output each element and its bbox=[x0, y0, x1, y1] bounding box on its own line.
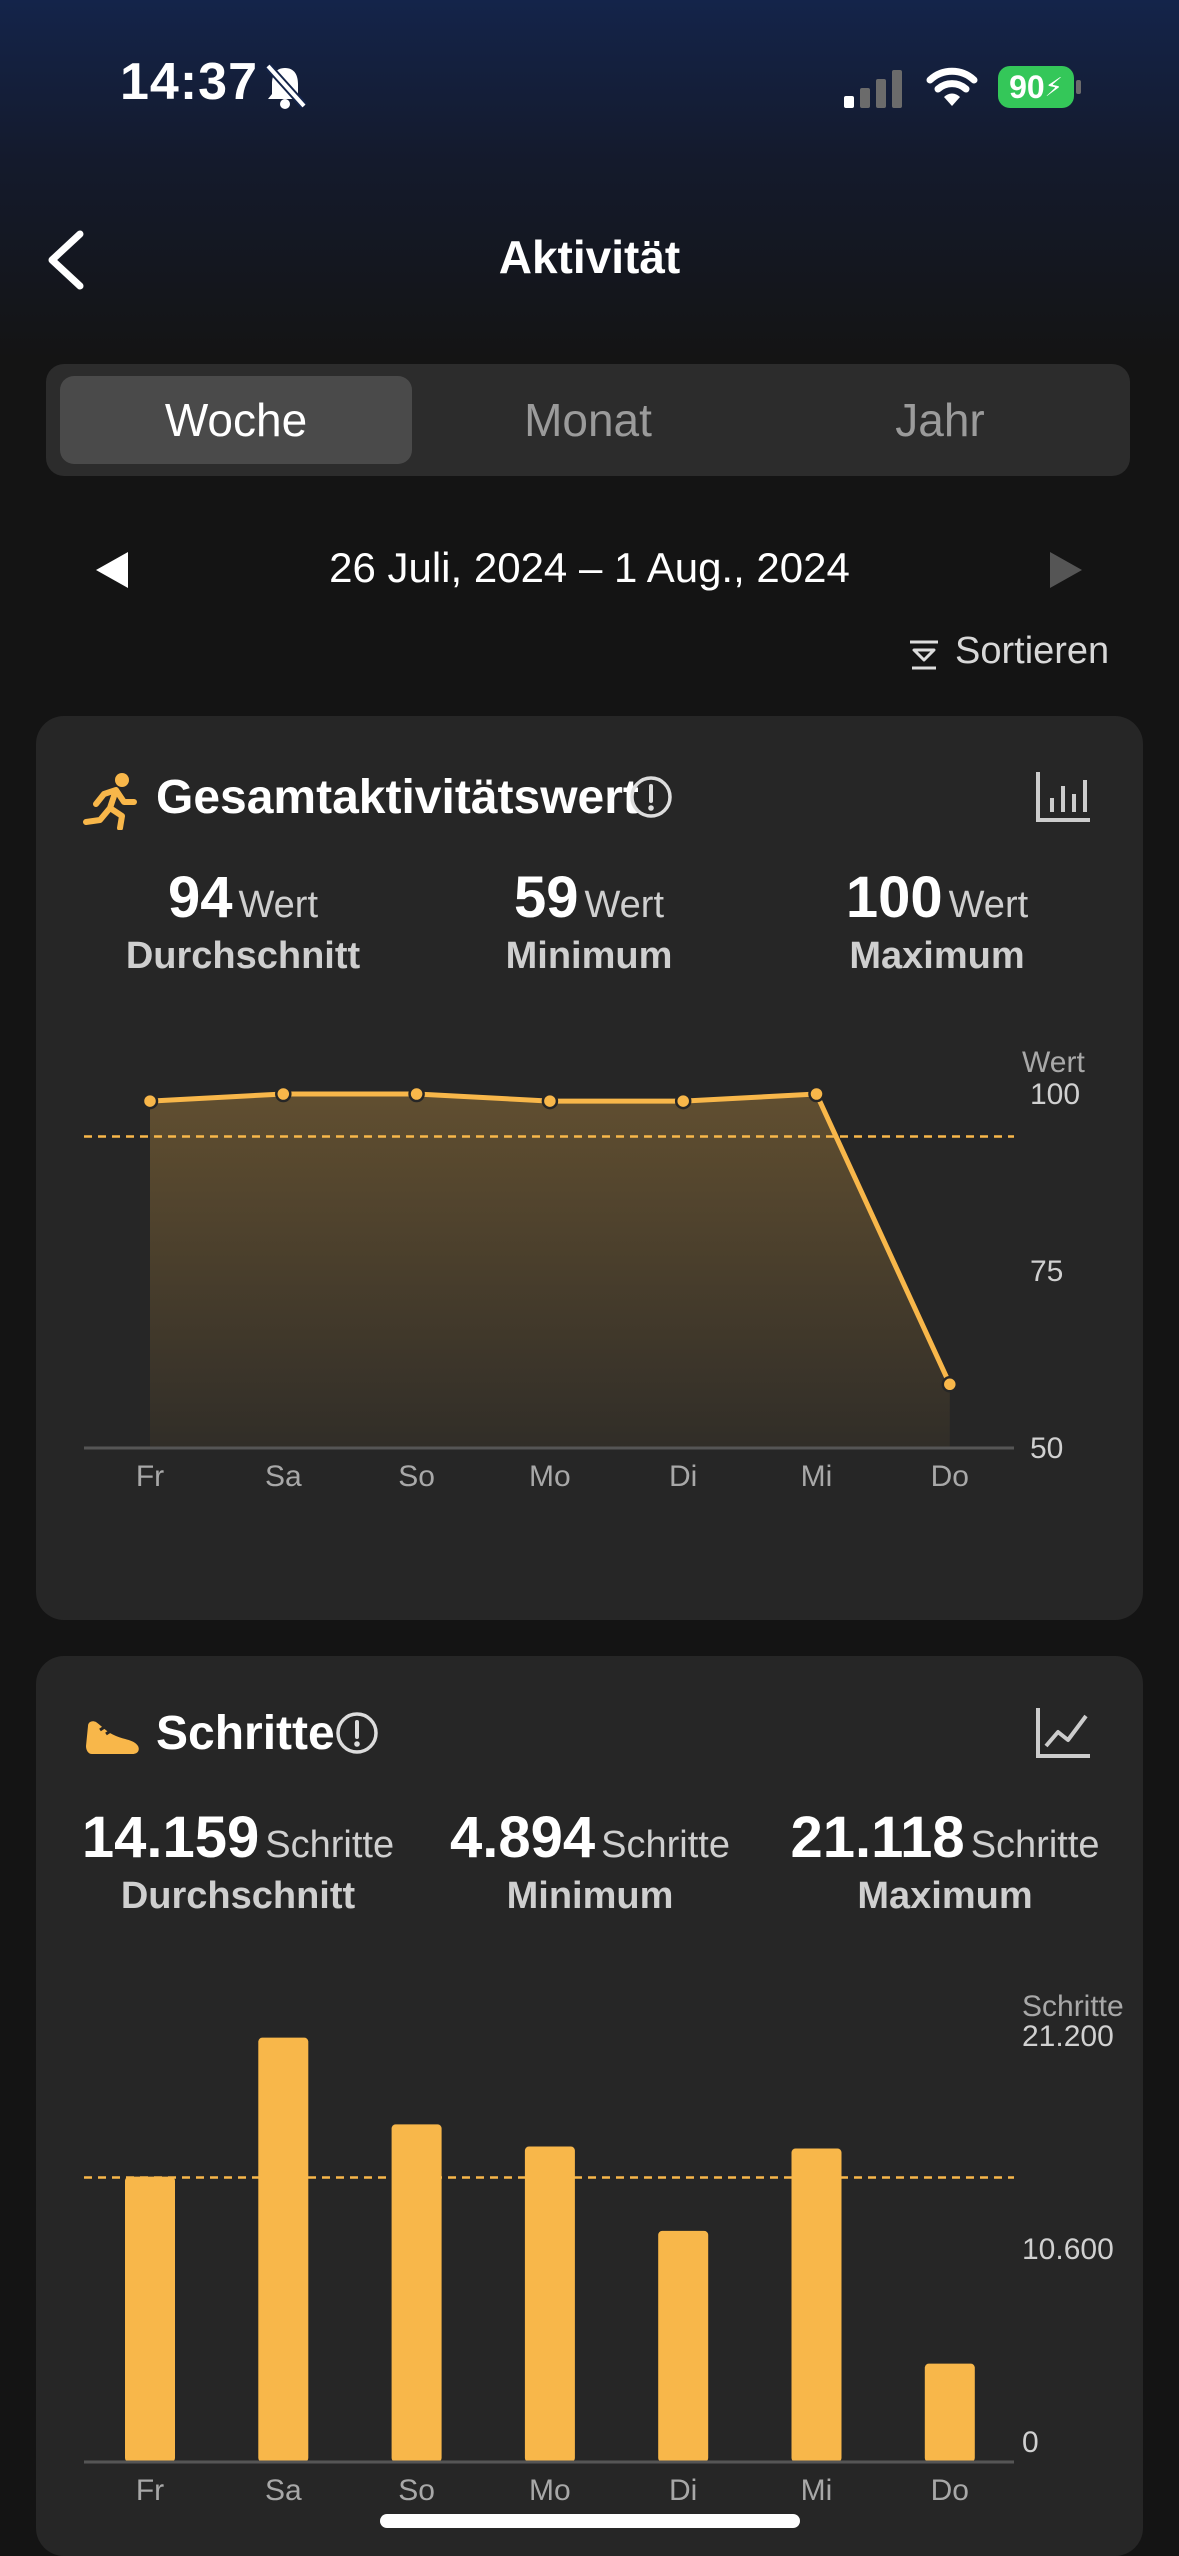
stat-maximum: 21.118 Schritte Maximum bbox=[750, 1804, 1140, 1918]
stat-unit: Schritte bbox=[265, 1824, 395, 1866]
x-tick-label: Sa bbox=[265, 1460, 302, 1493]
card-title: Schritte bbox=[156, 1707, 335, 1760]
bar bbox=[258, 2037, 309, 2462]
page-title: Aktivität bbox=[498, 231, 681, 283]
sort-label[interactable]: Sortieren bbox=[955, 630, 1110, 672]
y-tick-label: 50 bbox=[1030, 1432, 1063, 1465]
stat-value: 21.118 bbox=[790, 1805, 965, 1870]
x-tick-label: Di bbox=[669, 2474, 697, 2507]
stat-maximum: 100 Wert Maximum bbox=[772, 864, 1102, 978]
x-tick-label: Sa bbox=[265, 2474, 302, 2507]
bar bbox=[391, 2124, 442, 2462]
data-point bbox=[674, 1092, 692, 1110]
bar bbox=[125, 2176, 175, 2462]
period-segmented-control: Woche Monat Jahr bbox=[46, 364, 1130, 476]
wifi-icon bbox=[926, 67, 978, 106]
x-tick-label: Mo bbox=[529, 2474, 571, 2507]
stat-label: Durchschnitt bbox=[125, 935, 361, 977]
x-tick-label: Do bbox=[931, 2474, 969, 2507]
stat-minimum: 59 Wert Minimum bbox=[424, 864, 754, 978]
stat-value: 59 bbox=[513, 865, 579, 930]
stat-value: 14.159 bbox=[81, 1805, 260, 1870]
tab-jahr[interactable]: Jahr bbox=[895, 394, 985, 446]
battery-indicator: 90 ⚡ bbox=[998, 66, 1074, 108]
stat-label: Durchschnitt bbox=[120, 1875, 356, 1917]
next-period-button[interactable] bbox=[1046, 548, 1086, 592]
tab-woche[interactable]: Woche bbox=[60, 376, 412, 464]
stat-unit: Schritte bbox=[970, 1824, 1100, 1866]
stat-value: 4.894 bbox=[450, 1805, 596, 1870]
activity-score-card: Gesamtaktivitätswert 94 Wert Durchschnitt… bbox=[36, 716, 1143, 1620]
stat-value: 94 bbox=[167, 865, 233, 930]
stat-label: Minimum bbox=[506, 1875, 674, 1917]
status-time: 14:37 bbox=[120, 53, 258, 111]
y-tick-label: 0 bbox=[1022, 2426, 1039, 2459]
header-background bbox=[0, 0, 1179, 360]
stat-minimum: 4.894 Schritte Minimum bbox=[400, 1804, 780, 1918]
tab-monat[interactable]: Monat bbox=[524, 394, 652, 446]
y-axis-label: Schritte bbox=[1022, 1990, 1124, 2023]
line-chart-icon[interactable] bbox=[1034, 1704, 1094, 1760]
x-tick-label: Fr bbox=[136, 1460, 164, 1493]
data-point bbox=[941, 1376, 959, 1393]
bell-slash-icon bbox=[265, 63, 307, 109]
x-tick-label: Fr bbox=[136, 2474, 164, 2507]
card-title: Gesamtaktivitätswert bbox=[156, 771, 639, 824]
data-point bbox=[141, 1092, 159, 1110]
stat-unit: Schritte bbox=[601, 1824, 730, 1866]
x-tick-label: Do bbox=[931, 1460, 969, 1493]
stat-label: Minimum bbox=[505, 935, 673, 977]
info-icon[interactable] bbox=[334, 1710, 380, 1756]
bar bbox=[924, 2363, 975, 2462]
stat-label: Maximum bbox=[849, 935, 1025, 977]
battery-tip bbox=[1076, 80, 1081, 94]
y-tick-label: 21.200 bbox=[1022, 2020, 1114, 2053]
data-point bbox=[808, 1085, 825, 1103]
y-axis-label: Wert bbox=[1022, 1046, 1085, 1079]
bar bbox=[791, 2148, 842, 2462]
x-tick-label: So bbox=[398, 1460, 435, 1493]
stat-label: Maximum bbox=[857, 1875, 1033, 1917]
data-point bbox=[275, 1085, 292, 1103]
sneaker-icon bbox=[86, 1721, 139, 1754]
data-point bbox=[408, 1085, 425, 1103]
x-tick-label: Di bbox=[669, 1460, 697, 1493]
series-area bbox=[150, 1094, 950, 1448]
sort-button[interactable] bbox=[904, 634, 944, 679]
info-icon[interactable] bbox=[628, 774, 674, 820]
x-tick-label: Mi bbox=[801, 2474, 833, 2507]
stat-average: 14.159 Schritte Durchschnitt bbox=[36, 1804, 440, 1918]
x-tick-label: Mo bbox=[529, 1460, 571, 1493]
stat-value: 100 bbox=[845, 865, 943, 930]
x-tick-label: Mi bbox=[801, 1460, 833, 1493]
battery-level: 90 bbox=[1009, 68, 1045, 105]
home-indicator[interactable] bbox=[380, 2514, 800, 2528]
back-button[interactable] bbox=[40, 228, 92, 292]
y-tick-label: 100 bbox=[1030, 1078, 1080, 1111]
y-tick-label: 75 bbox=[1030, 1255, 1063, 1288]
data-point bbox=[541, 1092, 559, 1110]
x-tick-label: So bbox=[398, 2474, 435, 2507]
bar bbox=[524, 2146, 575, 2462]
stat-unit: Wert bbox=[238, 884, 319, 926]
y-tick-label: 10.600 bbox=[1022, 2233, 1114, 2266]
date-range: 26 Juli, 2024 – 1 Aug., 2024 bbox=[329, 544, 850, 591]
sort-icon bbox=[910, 640, 938, 670]
previous-period-button[interactable] bbox=[92, 548, 132, 592]
bar bbox=[658, 2230, 709, 2462]
stat-unit: Wert bbox=[948, 884, 1029, 926]
stat-average: 94 Wert Durchschnitt bbox=[78, 864, 408, 978]
running-person-icon bbox=[83, 773, 137, 830]
bar-chart-icon[interactable] bbox=[1034, 768, 1094, 824]
steps-card: Schritte 14.159 Schritte Durchschnitt 4.8… bbox=[36, 1656, 1143, 2556]
charging-bolt-icon: ⚡ bbox=[1044, 71, 1063, 102]
stat-unit: Wert bbox=[584, 884, 665, 926]
signal-icon bbox=[844, 70, 902, 108]
